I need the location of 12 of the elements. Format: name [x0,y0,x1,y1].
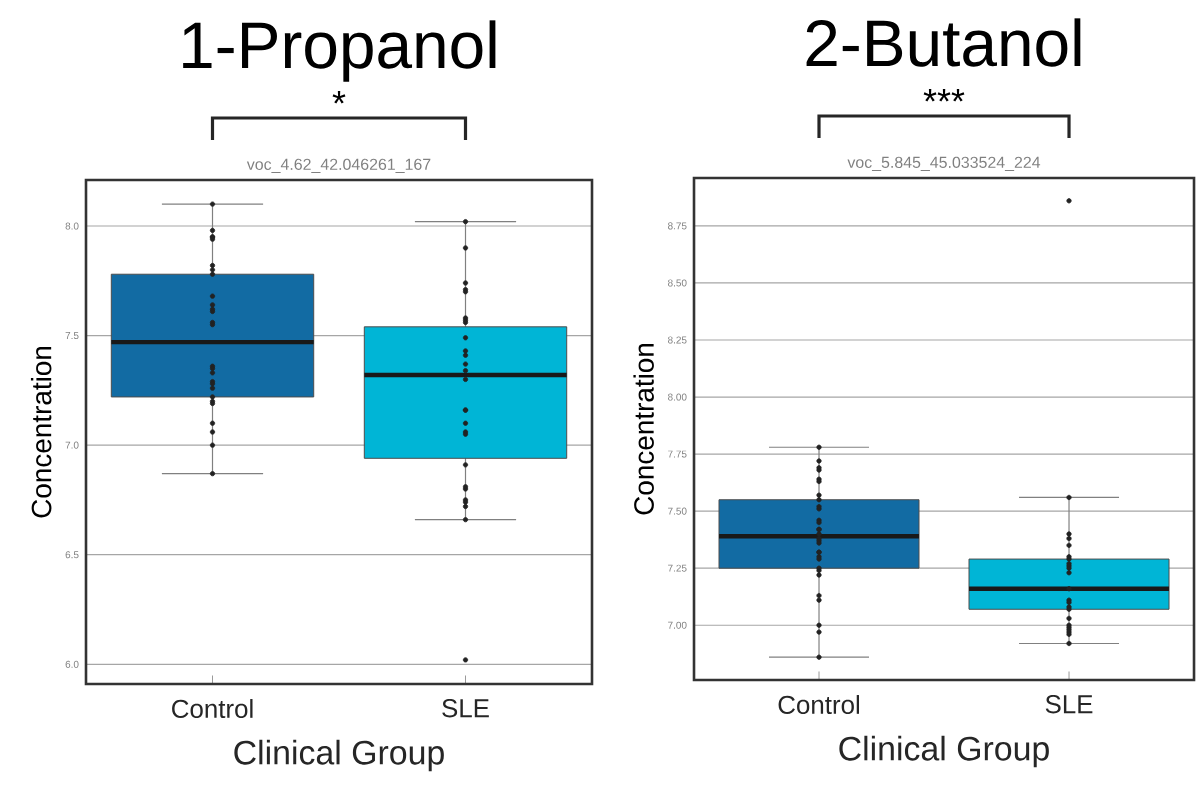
y-axis-title: Concentration [633,343,654,515]
x-tick-label: SLE [1045,695,1093,714]
x-axis-title: Clinical Group [839,735,1049,768]
text: *** [923,88,965,102]
chart-title: 2-Butanol [806,18,1081,67]
y-axis-title: Concentration [30,346,52,518]
x-tick-label: Control [172,699,253,719]
text: * [332,90,346,104]
chart-title: 1-Propanol [183,20,496,82]
x-tick-label: SLE [442,699,489,718]
x-tick-label: Control [778,695,860,715]
x-axis-title: Clinical Group [234,739,444,772]
